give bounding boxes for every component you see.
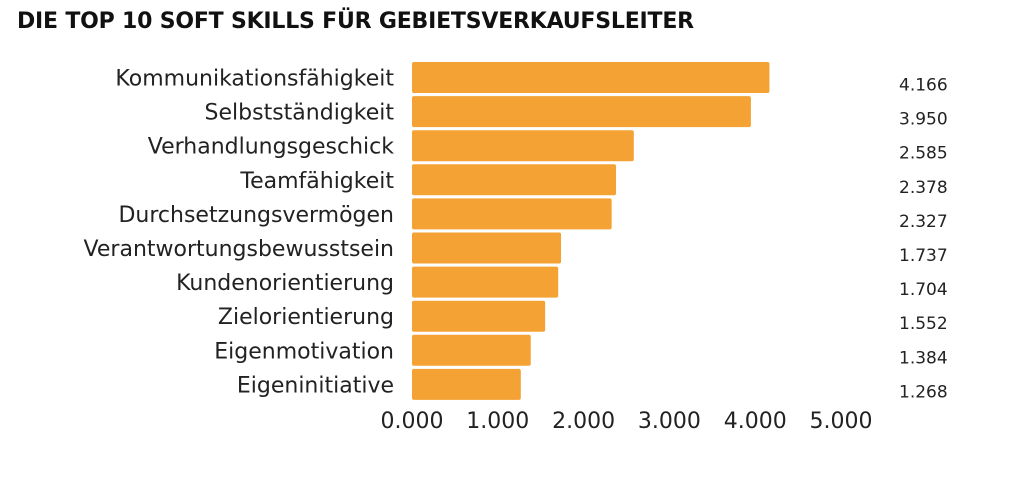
x-tick-label: 5.000 [810, 409, 873, 434]
bar [412, 232, 562, 264]
category-label: Eigeninitiative [237, 373, 394, 398]
x-tick-label: 3.000 [638, 409, 701, 434]
bar [412, 300, 546, 332]
bar [412, 164, 617, 196]
category-label: Zielorientierung [218, 305, 394, 330]
category-label: Selbstständigkeit [205, 101, 395, 126]
category-label: Kundenorientierung [176, 271, 394, 296]
category-labels: Kommunikationsfähigkeit Selbstständigkeit… [84, 67, 395, 399]
value-label: 1.268 [899, 382, 948, 402]
x-tick-label: 4.000 [724, 409, 787, 434]
bar [412, 62, 770, 93]
category-label: Durchsetzungsvermögen [118, 203, 394, 228]
bar [412, 198, 612, 230]
x-tick-label: 2.000 [552, 409, 615, 434]
x-tick-label: 1.000 [466, 409, 529, 434]
value-label: 2.327 [899, 212, 948, 232]
category-label: Teamfähigkeit [239, 169, 394, 194]
value-label: 3.950 [899, 110, 948, 130]
bar [412, 368, 521, 400]
value-label: 1.737 [899, 246, 948, 266]
value-labels: 4.166 3.950 2.585 2.378 2.327 1.737 1.704 1.552… [899, 76, 948, 403]
x-tick-label: 0.000 [381, 409, 444, 434]
chart-title: DIE TOP 10 SOFT SKILLS FÜR GEBIETSVERKAU… [17, 9, 694, 34]
value-label: 1.552 [899, 314, 948, 334]
value-label: 1.704 [899, 280, 948, 300]
bar [412, 334, 531, 366]
bar [412, 96, 751, 128]
x-axis-ticks: 0.000 1.000 2.000 3.000 4.000 5.000 [381, 409, 873, 434]
category-label: Kommunikationsfähigkeit [115, 67, 394, 92]
value-label: 2.378 [899, 178, 948, 198]
category-label: Eigenmotivation [214, 339, 394, 364]
value-label: 2.585 [899, 144, 948, 164]
category-label: Verantwortungsbewusstsein [84, 237, 394, 262]
value-label: 4.166 [899, 76, 948, 96]
bars-layer [412, 62, 770, 400]
bar [412, 266, 559, 298]
value-label: 1.384 [899, 348, 948, 368]
category-label: Verhandlungsgeschick [148, 135, 395, 160]
bar [412, 130, 634, 162]
